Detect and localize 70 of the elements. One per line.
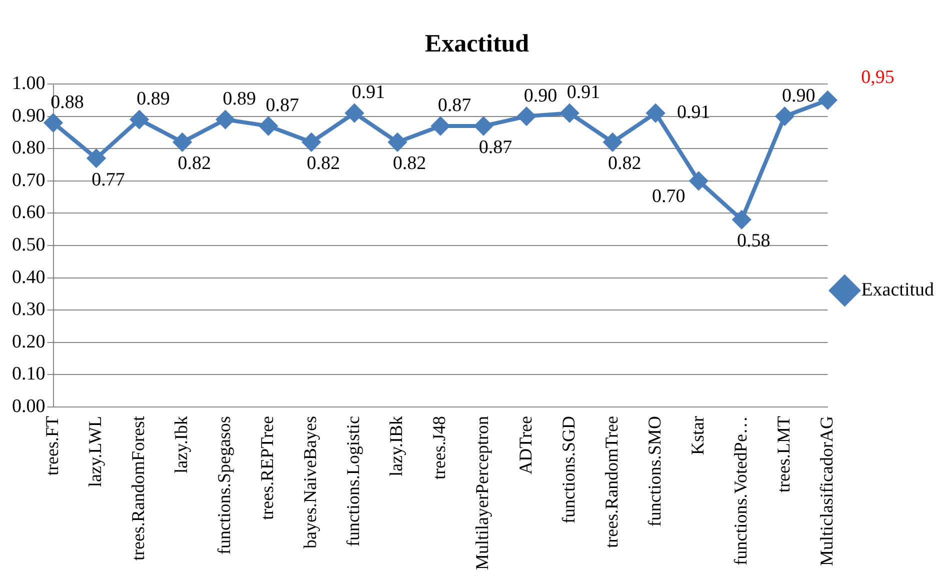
point (818, 91, 837, 110)
x-tick-label: Kstar (687, 416, 708, 456)
y-tick-label: 0.10 (12, 364, 46, 385)
x-tick-label: trees.LMT (773, 416, 794, 493)
point (776, 107, 794, 126)
point (173, 133, 192, 152)
x-tick-label: trees.RandomTree (601, 416, 622, 548)
data-label: 0.88 (50, 92, 84, 113)
point (302, 133, 320, 152)
data-label: 0.91 (352, 82, 386, 104)
data-label: 0.87 (438, 94, 472, 116)
y-tick-label: 0.60 (12, 202, 46, 224)
data-label: 0.82 (306, 153, 340, 174)
data-label: 0.70 (652, 186, 686, 207)
x-tick-label: MultilayerPerceptron (472, 416, 492, 570)
data-label: 0.91 (676, 102, 710, 124)
data-label: 0.90 (782, 85, 816, 106)
x-tick-label: bayes.NaiveBayes (300, 416, 320, 549)
data-label: 0.89 (222, 88, 256, 110)
y-tick-label: 0.40 (12, 266, 46, 288)
chart-title: Exactitud (424, 30, 530, 58)
point (87, 149, 106, 168)
y-tick-label: 1.00 (12, 72, 46, 94)
x-tick-label: functions.VotedPe… (730, 416, 750, 566)
y-tick-label: 0.50 (12, 234, 46, 256)
point (216, 110, 234, 129)
x-tick-label: functions.Spegasos (214, 416, 234, 555)
point (259, 116, 278, 135)
data-label: 0.90 (524, 85, 558, 106)
y-tick-label: 0.00 (12, 396, 46, 418)
point (604, 133, 622, 152)
point (130, 110, 148, 129)
x-tick-label: lazy.IBk (386, 416, 406, 476)
point (388, 133, 406, 152)
point (518, 107, 536, 126)
point (732, 210, 751, 229)
data-label: 0.82 (392, 153, 426, 174)
y-tick-label: 0.30 (12, 299, 46, 320)
annotation: 0,95 (861, 67, 894, 88)
point (474, 116, 492, 135)
data-label: 0.77 (92, 169, 125, 190)
x-tick-label: trees.RandomForest (128, 416, 148, 561)
point (44, 114, 62, 132)
x-tick-label: MulticlasificadorAG (816, 416, 836, 566)
x-tick-label: trees.FT (42, 416, 62, 476)
legend-label: Exactitud (861, 279, 934, 300)
point (646, 104, 665, 122)
point (690, 172, 708, 190)
data-label: 0.82 (608, 153, 642, 174)
data-label: 0.87 (478, 136, 512, 158)
y-tick-label: 0.90 (12, 105, 46, 126)
data-label: 0.58 (737, 230, 770, 252)
y-tick-label: 0.20 (12, 331, 46, 352)
x-tick-label: lazy.LWL (85, 416, 106, 488)
point (345, 104, 364, 122)
x-tick-label: trees.J48 (429, 416, 450, 480)
data-label: 0.87 (266, 94, 299, 116)
y-tick-label: 0.70 (12, 170, 46, 191)
data-label: 0.91 (566, 82, 600, 104)
y-tick-label: 0.80 (12, 138, 46, 159)
point (560, 104, 579, 122)
x-tick-label: functions.SGD (558, 416, 578, 524)
x-tick-label: functions.Logistic (343, 416, 364, 547)
point (431, 116, 450, 135)
x-tick-label: functions.SMO (644, 416, 664, 527)
data-label: 0.89 (136, 88, 170, 110)
x-tick-label: trees.REPTree (257, 416, 278, 520)
data-label: 0.82 (178, 153, 211, 174)
x-tick-label: lazy.Ibk (171, 416, 192, 474)
x-tick-label: ADTree (515, 416, 536, 474)
